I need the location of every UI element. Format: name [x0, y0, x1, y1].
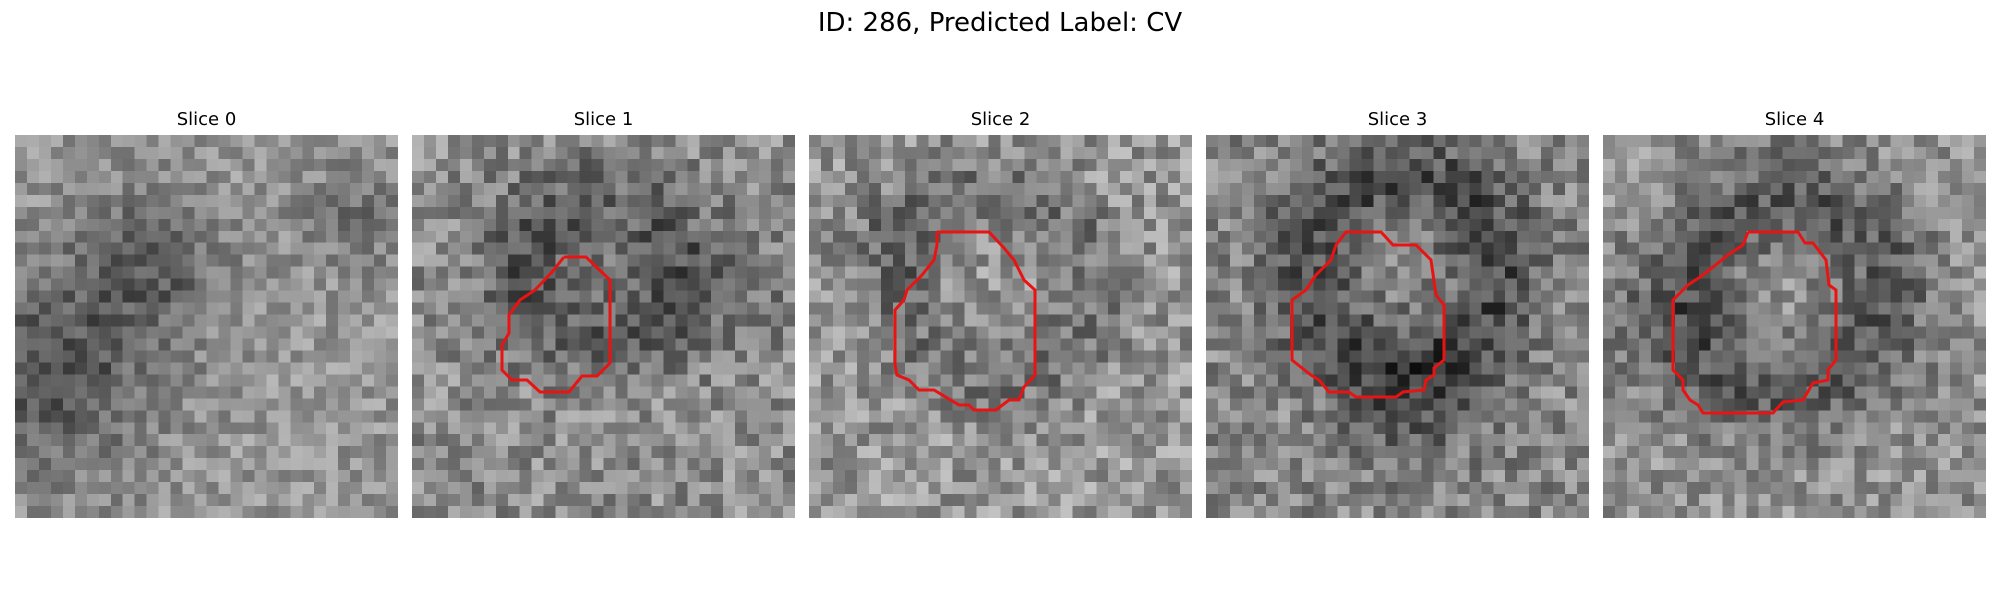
slice-overlay-2 [893, 230, 1037, 412]
slice-overlay-0 [15, 135, 398, 518]
slice-overlay-4 [1671, 230, 1838, 415]
slice-overlay-3 [1290, 230, 1446, 399]
slice-title-4: Slice 4 [1764, 109, 1825, 130]
slice-overlay-1 [500, 255, 612, 394]
slice-panel-2 [809, 135, 1192, 518]
contour-outline [893, 230, 1037, 412]
contour-outline [1290, 230, 1446, 399]
slice-panel-1 [412, 135, 795, 518]
slice-panel-3 [1206, 135, 1589, 518]
slice-title-3: Slice 3 [1367, 109, 1428, 130]
slice-title-1: Slice 1 [573, 109, 634, 130]
slice-image-1 [412, 135, 795, 518]
slice-panel-0 [15, 135, 398, 518]
contour-outline [500, 255, 612, 394]
slice-panel-4 [1603, 135, 1986, 518]
slice-image-2 [809, 135, 1192, 518]
slice-title-2: Slice 2 [970, 109, 1031, 130]
slice-image-4 [1603, 135, 1986, 518]
slice-image-0 [15, 135, 398, 518]
contour-outline [1671, 230, 1838, 415]
slice-image-3 [1206, 135, 1589, 518]
slice-title-0: Slice 0 [176, 109, 237, 130]
figure-title: ID: 286, Predicted Label: CV [817, 8, 1183, 38]
